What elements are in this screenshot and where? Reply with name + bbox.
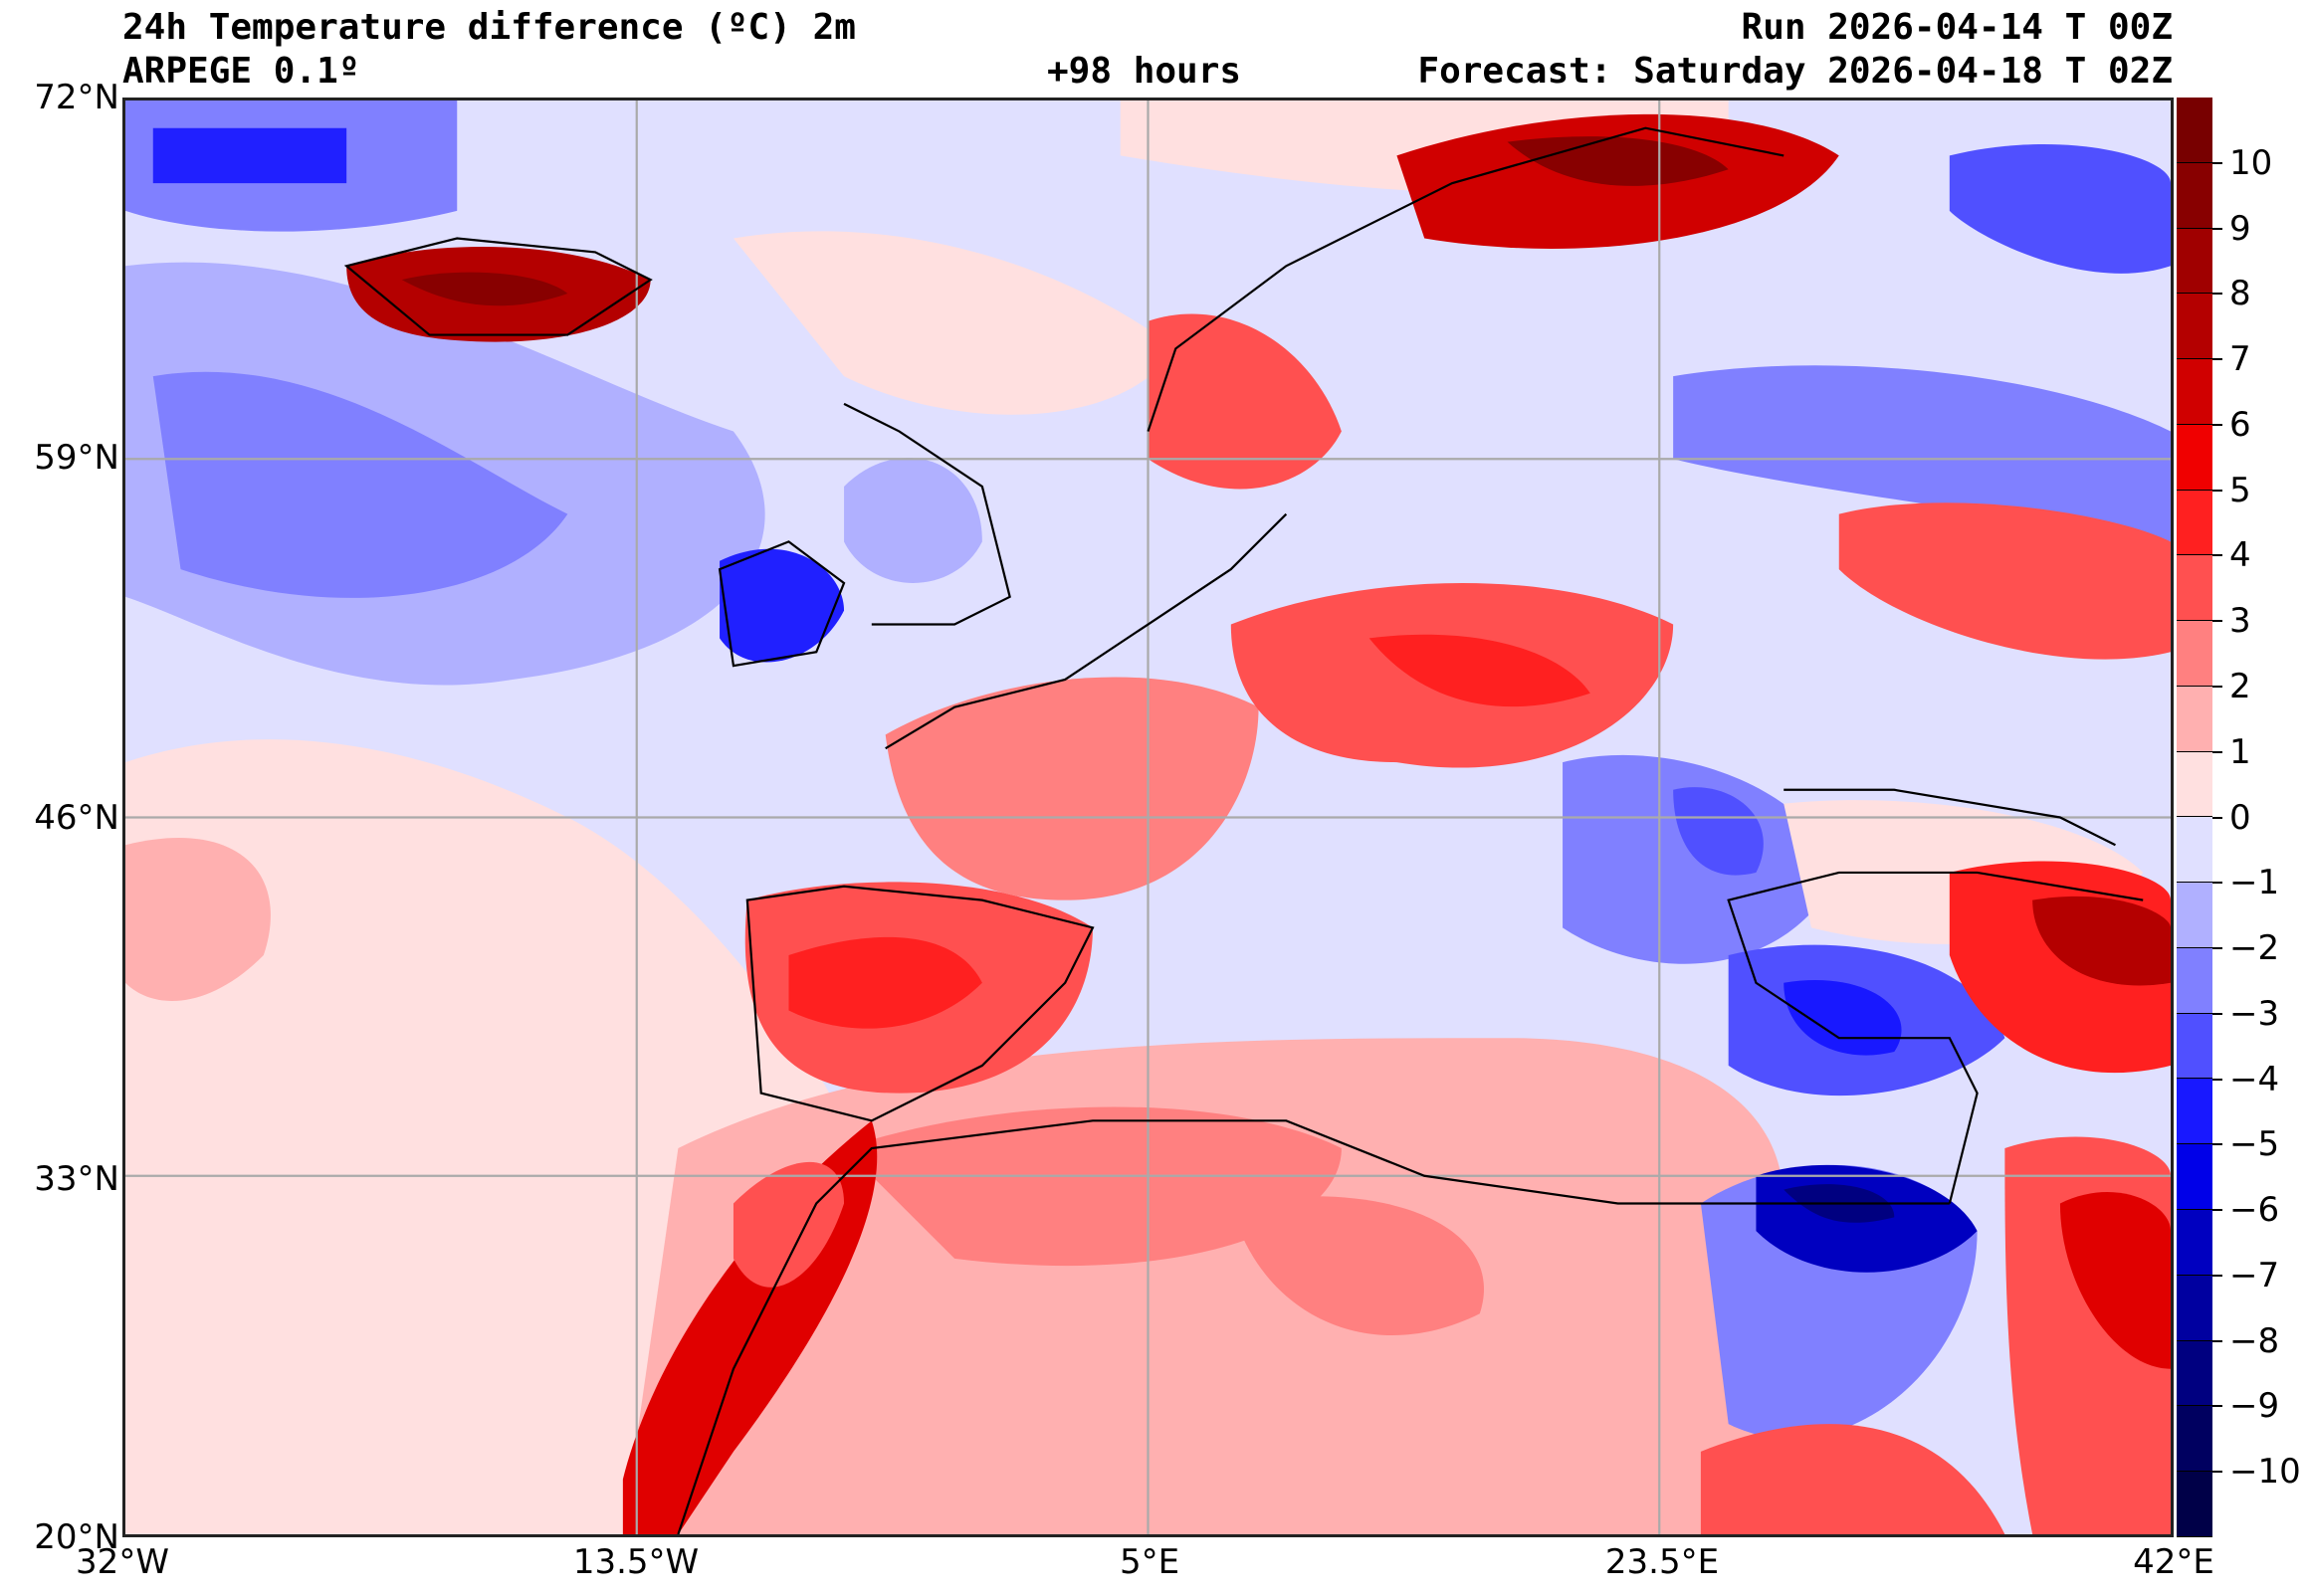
colorbar-tick-label: −3 [2229, 993, 2280, 1034]
colorbar-tick-mark [2212, 293, 2222, 296]
colorbar-tick-mark [2212, 750, 2222, 753]
colorbar-tick-mark [2212, 161, 2222, 164]
colorbar-tick-label: −1 [2229, 863, 2280, 903]
colorbar-tick-label: 3 [2229, 601, 2251, 642]
atlantic-blue [125, 100, 765, 1068]
colorbar-tick-mark [2212, 1209, 2222, 1212]
colorbar-segment [2177, 1144, 2212, 1211]
colorbar-segment [2177, 883, 2212, 948]
map-title: 24h Temperature difference (ºC) 2m [122, 7, 856, 48]
iceland [346, 246, 651, 342]
colorbar-tick-mark [2212, 947, 2222, 950]
colorbar-tick-label: −10 [2229, 1452, 2301, 1493]
colorbar-tick-mark [2212, 1078, 2222, 1081]
colorbar-segment [2177, 1472, 2212, 1537]
colorbar-segment [2177, 751, 2212, 818]
forecast-time: Forecast: Saturday 2026-04-18 T 02Z [1417, 51, 2173, 92]
colorbar-tick-label: 1 [2229, 731, 2251, 772]
colorbar-tick-mark [2212, 1274, 2222, 1277]
colorbar-segment [2177, 359, 2212, 425]
colorbar-segment [2177, 1079, 2212, 1145]
lead-time: +98 hours [1047, 51, 1242, 92]
colorbar-segment [2177, 1406, 2212, 1473]
colorbar-segment [2177, 947, 2212, 1014]
colorbar-tick-mark [2212, 1471, 2222, 1474]
colorbar-tick-label: 6 [2229, 404, 2251, 445]
colorbar [2177, 98, 2212, 1537]
colorbar-tick-mark [2212, 227, 2222, 230]
lon-tick-42e: 42°E [2133, 1542, 2214, 1582]
colorbar-segment [2177, 817, 2212, 884]
colorbar-segment [2177, 98, 2212, 163]
colorbar-tick-mark [2212, 882, 2222, 885]
colorbar-tick-label: −5 [2229, 1124, 2280, 1165]
colorbar-tick-label: −4 [2229, 1059, 2280, 1099]
colorbar-segment [2177, 1340, 2212, 1407]
colorbar-segment [2177, 621, 2212, 687]
lat-tick-33n: 33°N [34, 1159, 119, 1199]
colorbar-tick-label: 2 [2229, 666, 2251, 706]
gridlines [125, 100, 2171, 1534]
lon-tick-23-5e: 23.5°E [1604, 1542, 1720, 1582]
colorbar-tick-label: 10 [2229, 142, 2273, 183]
colorbar-tick-label: 8 [2229, 274, 2251, 314]
colorbar-tick-label: −6 [2229, 1190, 2280, 1231]
colorbar-tick-label: 7 [2229, 339, 2251, 380]
colorbar-tick-mark [2212, 554, 2222, 557]
colorbar-segment [2177, 228, 2212, 295]
model-label: ARPEGE 0.1º [122, 51, 360, 92]
colorbar-segment [2177, 424, 2212, 491]
colorbar-tick-label: 0 [2229, 797, 2251, 838]
lat-tick-20n: 20°N [34, 1517, 119, 1557]
colorbar-segment [2177, 162, 2212, 229]
run-time: Run 2026-04-14 T 00Z [1741, 7, 2173, 48]
colorbar-tick-mark [2212, 685, 2222, 688]
colorbar-tick-mark [2212, 1012, 2222, 1015]
lon-tick-13-5w: 13.5°W [572, 1542, 700, 1582]
colorbar-segment [2177, 555, 2212, 622]
lon-tick-5e: 5°E [1119, 1542, 1180, 1582]
lat-tick-59n: 59°N [34, 438, 119, 478]
colorbar-tick-mark [2212, 489, 2222, 492]
colorbar-segment [2177, 1275, 2212, 1341]
colorbar-tick-mark [2212, 423, 2222, 426]
colorbar-tick-label: 4 [2229, 535, 2251, 576]
colorbar-segment [2177, 1210, 2212, 1276]
colorbar-tick-mark [2212, 1405, 2222, 1408]
lat-tick-46n: 46°N [34, 798, 119, 838]
colorbar-tick-label: 9 [2229, 208, 2251, 249]
map-field [125, 100, 2171, 1534]
temperature-map [122, 98, 2174, 1537]
colorbar-tick-label: −7 [2229, 1255, 2280, 1296]
colorbar-tick-label: 5 [2229, 470, 2251, 510]
lon-tick-32w: 32°W [76, 1542, 169, 1582]
north-africa [622, 1038, 1784, 1534]
colorbar-tick-label: −9 [2229, 1386, 2280, 1427]
colorbar-segment [2177, 490, 2212, 556]
europe [720, 113, 2171, 1094]
colorbar-segment [2177, 294, 2212, 360]
colorbar-tick-mark [2212, 620, 2222, 623]
colorbar-tick-mark [2212, 1339, 2222, 1342]
colorbar-segment [2177, 686, 2212, 752]
colorbar-tick-mark [2212, 1143, 2222, 1146]
colorbar-segment [2177, 1013, 2212, 1080]
coastlines [343, 126, 2144, 1534]
colorbar-tick-label: −2 [2229, 928, 2280, 969]
colorbar-tick-label: −8 [2229, 1320, 2280, 1361]
colorbar-tick-mark [2212, 358, 2222, 361]
colorbar-tick-mark [2212, 816, 2222, 819]
lat-tick-72n: 72°N [34, 78, 119, 117]
